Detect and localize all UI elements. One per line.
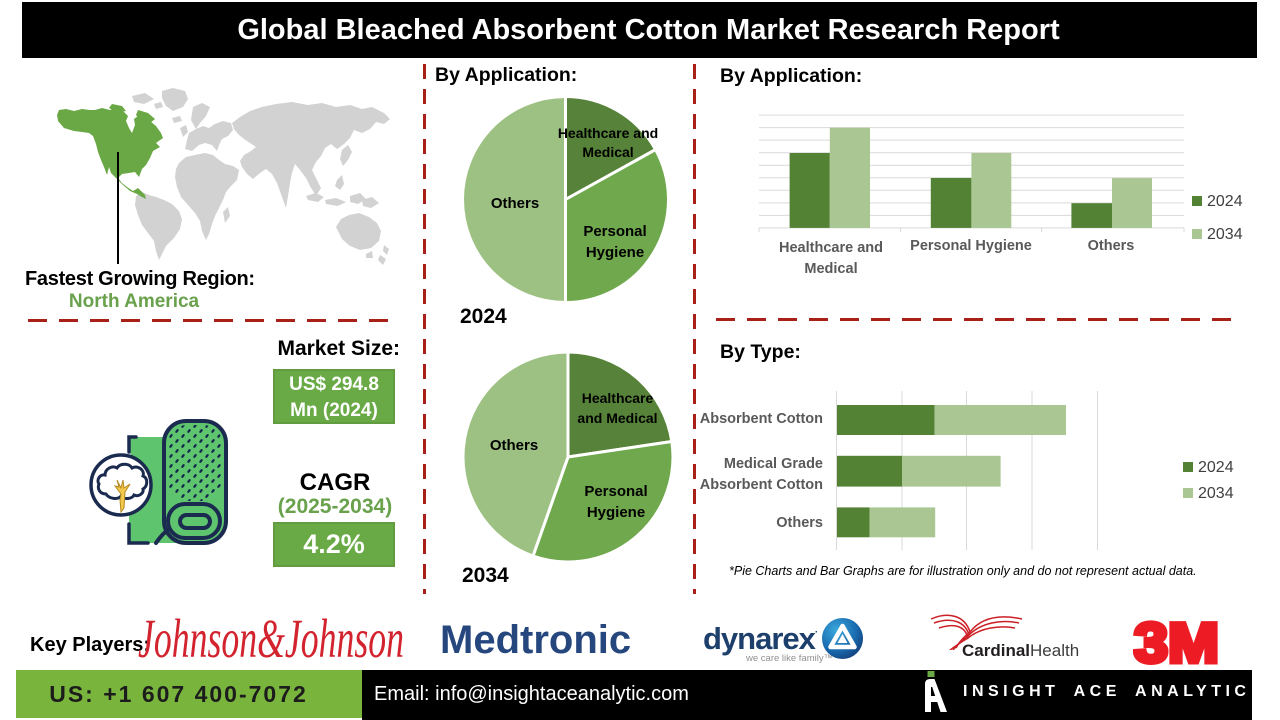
svg-text:3M: 3M — [1134, 614, 1219, 668]
svg-text:Johnson&Johnson: Johnson&Johnson — [138, 608, 404, 669]
